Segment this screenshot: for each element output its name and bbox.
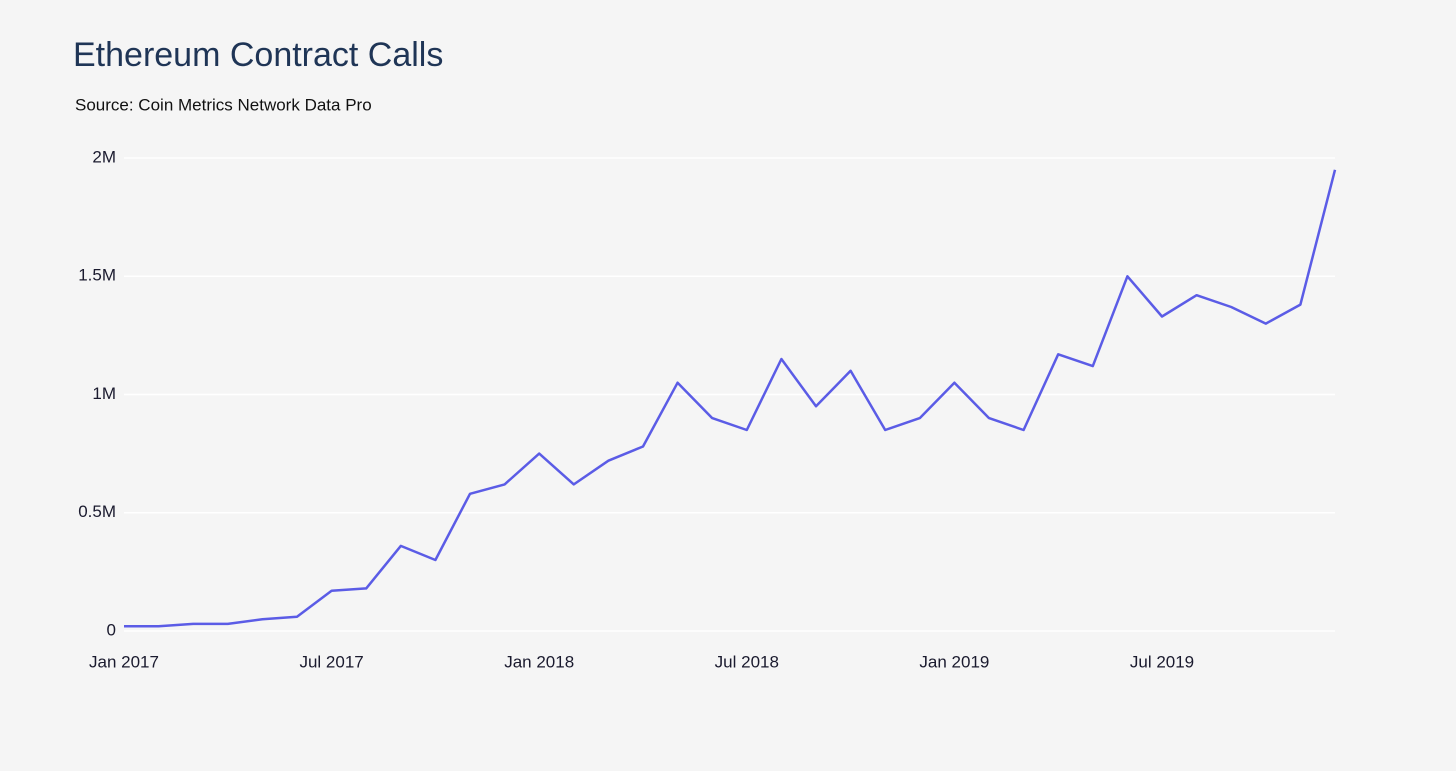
x-tick-label: Jul 2018 [715, 652, 779, 671]
x-tick-label: Jan 2018 [504, 652, 574, 671]
y-tick-label: 1.5M [78, 266, 116, 285]
chart-title: Ethereum Contract Calls [73, 36, 443, 74]
y-tick-label: 1M [92, 384, 116, 403]
x-tick-label: Jan 2019 [919, 652, 989, 671]
data-line [124, 169, 1337, 628]
chart-subtitle: Source: Coin Metrics Network Data Pro [75, 95, 372, 114]
y-tick-label: 0 [107, 620, 116, 639]
y-tick-label: 0.5M [78, 502, 116, 521]
x-tick-label: Jul 2017 [299, 652, 363, 671]
y-tick-label: 2M [92, 147, 116, 166]
x-tick-label: Jan 2017 [89, 652, 159, 671]
x-tick-label: Jul 2019 [1130, 652, 1194, 671]
